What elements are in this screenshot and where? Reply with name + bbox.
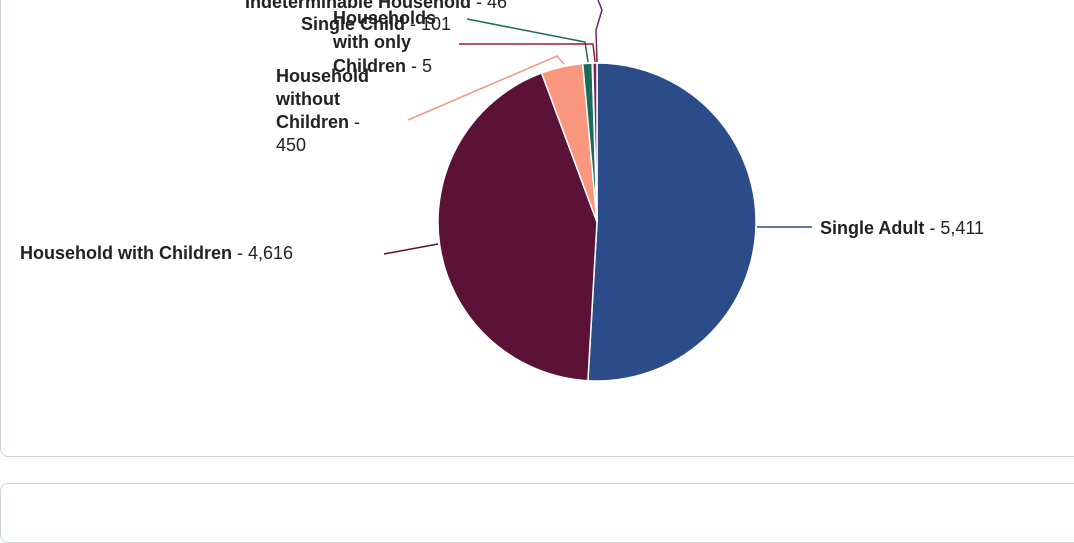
data-label: Indeterminable Household - 46 (245, 0, 507, 12)
pie-slice-single-adult[interactable] (587, 62, 757, 382)
data-label: Households with only Children - 5 (332, 8, 436, 76)
data-label: Household with Children - 4,616 (20, 243, 293, 263)
leader-line (459, 43, 596, 63)
pie-chart: Single Adult - 5,411 Household with Child… (20, 0, 984, 382)
leader-line (383, 243, 439, 255)
leader-line (595, 0, 603, 63)
pie-slice-indeterminable-household[interactable] (591, 62, 598, 223)
data-label: Single Child - 101 (301, 14, 451, 34)
leader-line (407, 55, 565, 121)
data-label: Household without Children -450 (275, 66, 369, 155)
data-label: Single Adult - 5,411 (820, 218, 984, 238)
pie-slice-household-with-children[interactable] (437, 71, 598, 382)
leader-line (466, 18, 589, 63)
